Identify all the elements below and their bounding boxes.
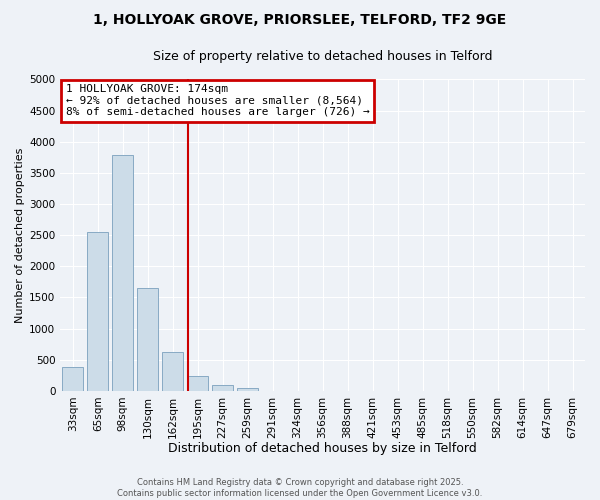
Bar (212, 384, 233, 391)
Bar (137, 288, 158, 391)
X-axis label: Distribution of detached houses by size in Telford: Distribution of detached houses by size … (168, 442, 477, 455)
Bar (62, 366, 83, 391)
Bar (162, 352, 184, 391)
Bar (237, 388, 258, 391)
Title: Size of property relative to detached houses in Telford: Size of property relative to detached ho… (153, 50, 493, 63)
Text: 1 HOLLYOAK GROVE: 174sqm
← 92% of detached houses are smaller (8,564)
8% of semi: 1 HOLLYOAK GROVE: 174sqm ← 92% of detach… (65, 84, 369, 117)
Text: 1, HOLLYOAK GROVE, PRIORSLEE, TELFORD, TF2 9GE: 1, HOLLYOAK GROVE, PRIORSLEE, TELFORD, T… (94, 12, 506, 26)
Y-axis label: Number of detached properties: Number of detached properties (15, 148, 25, 323)
Bar (187, 376, 208, 391)
Bar (112, 156, 133, 391)
Text: Contains HM Land Registry data © Crown copyright and database right 2025.
Contai: Contains HM Land Registry data © Crown c… (118, 478, 482, 498)
Bar (87, 232, 109, 391)
